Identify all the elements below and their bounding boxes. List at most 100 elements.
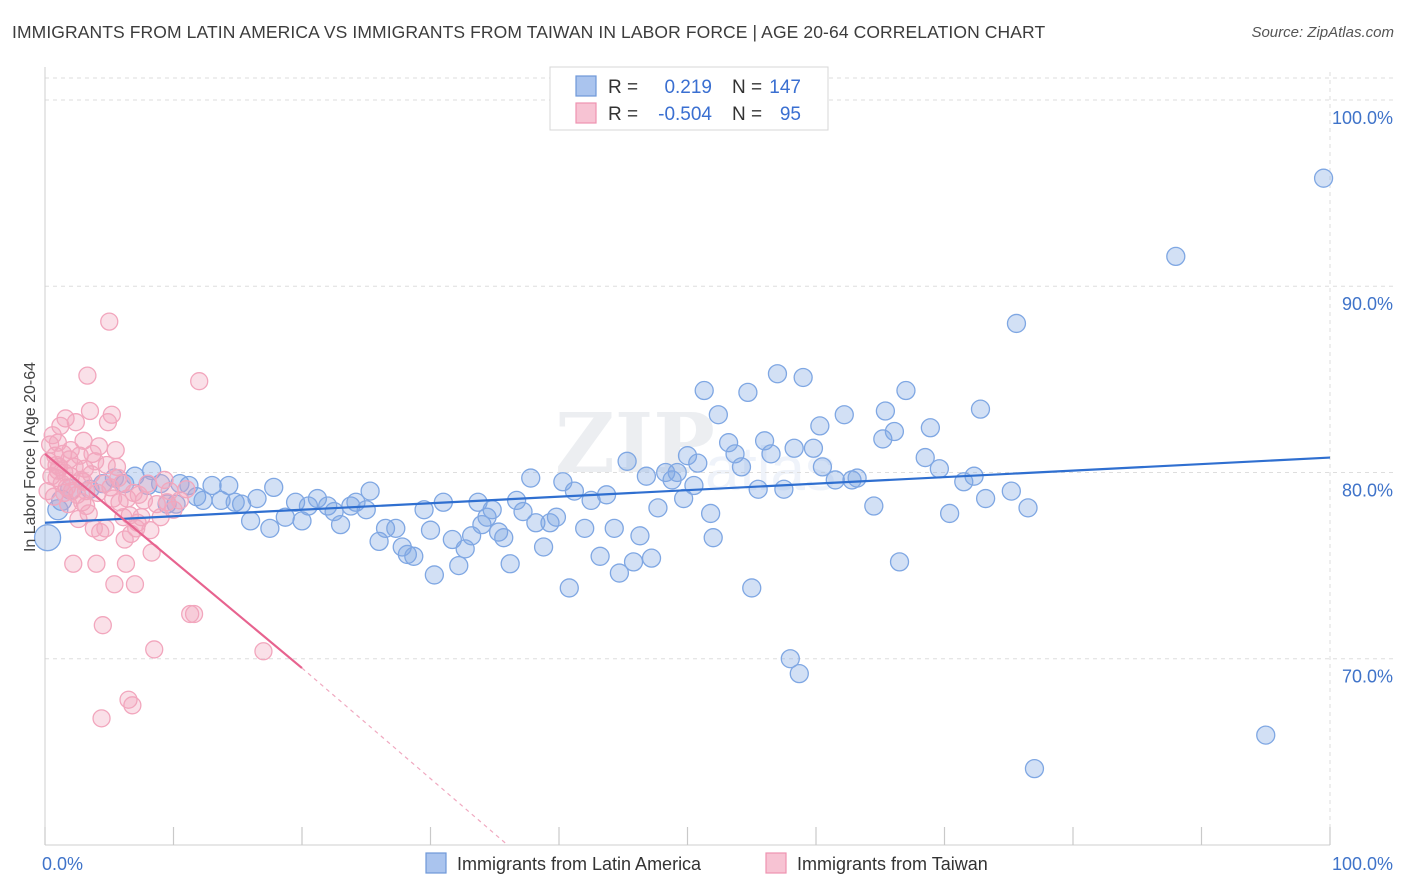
y-tick-label: 90.0%: [1342, 294, 1393, 314]
bottom-legend-label-taiwan: Immigrants from Taiwan: [797, 854, 988, 874]
watermark-zip: ZIP: [555, 396, 715, 492]
point-taiwan: [100, 312, 119, 331]
point-taiwan: [66, 413, 85, 432]
point-latin-america: [784, 438, 804, 458]
point-latin-america: [700, 503, 721, 524]
trend-line-latin-america: [44, 456, 1331, 524]
point-latin-america: [975, 488, 996, 509]
point-latin-america: [330, 514, 351, 535]
series-latin-america-points: [33, 168, 1334, 779]
point-latin-america: [780, 649, 800, 669]
point-latin-america: [810, 416, 830, 436]
point-latin-america: [623, 552, 644, 572]
point-taiwan: [184, 604, 204, 624]
legend-box: R = 0.219 N = 147 R = -0.504 N = 95: [549, 66, 829, 131]
point-latin-america: [386, 518, 406, 538]
point-latin-america: [889, 552, 910, 572]
point-latin-america: [506, 490, 527, 511]
point-latin-america: [404, 546, 424, 566]
bottom-legend: Immigrants from Latin America Immigrants…: [425, 852, 988, 874]
x-tick-label-min: 0.0%: [42, 854, 83, 874]
legend-swatch-blue: [575, 75, 597, 97]
point-taiwan: [190, 372, 209, 391]
point-latin-america: [648, 498, 668, 518]
point-latin-america: [211, 490, 231, 511]
point-latin-america: [375, 518, 396, 538]
legend-r-label-2: R =: [608, 104, 638, 125]
point-latin-america: [970, 399, 991, 419]
point-latin-america: [694, 380, 714, 401]
point-latin-america: [884, 421, 905, 442]
point-taiwan: [80, 401, 100, 421]
point-latin-america: [564, 481, 585, 501]
point-latin-america: [33, 524, 62, 552]
point-latin-america: [500, 554, 520, 574]
point-latin-america: [494, 528, 514, 548]
point-latin-america: [307, 488, 328, 509]
legend-n-value-2: 95: [780, 104, 801, 125]
point-taiwan: [170, 491, 190, 510]
point-latin-america: [630, 526, 650, 546]
point-latin-america: [1313, 168, 1334, 188]
point-taiwan: [125, 575, 145, 594]
legend-n-label-1: N =: [732, 77, 762, 98]
point-taiwan: [155, 470, 174, 490]
point-taiwan: [64, 554, 83, 573]
axes: [44, 67, 1331, 846]
point-latin-america: [219, 475, 239, 496]
point-latin-america: [738, 382, 758, 403]
point-latin-america: [1018, 498, 1038, 518]
point-latin-america: [617, 451, 637, 471]
trend-line-taiwan: [44, 452, 303, 669]
point-latin-america: [684, 475, 704, 496]
point-taiwan: [105, 575, 124, 594]
point-taiwan: [93, 616, 112, 635]
point-taiwan: [177, 480, 196, 499]
point-latin-america: [812, 457, 833, 477]
point-latin-america: [774, 479, 794, 499]
bottom-legend-swatch-pink: [765, 852, 787, 874]
legend-r-label-1: R =: [608, 77, 638, 98]
point-latin-america: [875, 401, 896, 421]
point-latin-america: [521, 468, 541, 488]
point-taiwan: [116, 554, 136, 573]
series-taiwan-points: [38, 312, 273, 728]
point-latin-america: [590, 546, 610, 566]
point-taiwan: [101, 478, 120, 497]
point-latin-america: [247, 488, 267, 509]
point-latin-america: [677, 446, 698, 466]
y-axis-label: In Labor Force | Age 20-64: [22, 362, 39, 552]
legend-swatch-pink: [575, 102, 597, 124]
trend-lines: [44, 452, 1331, 846]
point-latin-america: [1256, 725, 1276, 745]
point-latin-america: [708, 405, 728, 425]
y-tick-label: 100.0%: [1332, 108, 1393, 128]
y-tick-label: 80.0%: [1342, 480, 1393, 500]
point-latin-america: [731, 457, 752, 477]
point-latin-america: [793, 367, 813, 388]
point-latin-america: [939, 503, 960, 524]
point-latin-america: [834, 405, 854, 425]
point-taiwan: [71, 470, 91, 490]
point-latin-america: [920, 418, 941, 438]
point-latin-america: [761, 444, 781, 464]
point-taiwan: [89, 437, 109, 456]
point-latin-america: [1006, 313, 1027, 334]
point-latin-america: [1166, 246, 1186, 267]
point-latin-america: [718, 433, 739, 453]
trend-line-taiwan-extension: [301, 667, 508, 846]
point-taiwan: [55, 483, 74, 503]
point-latin-america: [803, 438, 824, 458]
point-latin-america: [513, 501, 533, 522]
point-taiwan: [85, 452, 105, 471]
point-latin-america: [202, 475, 222, 496]
point-latin-america: [1024, 758, 1045, 779]
point-latin-america: [546, 507, 567, 527]
point-latin-america: [641, 548, 662, 568]
point-taiwan: [102, 405, 121, 424]
legend-n-value-1: 147: [769, 77, 801, 98]
point-latin-america: [414, 500, 434, 520]
point-latin-america: [1001, 481, 1021, 501]
point-taiwan: [141, 521, 160, 540]
